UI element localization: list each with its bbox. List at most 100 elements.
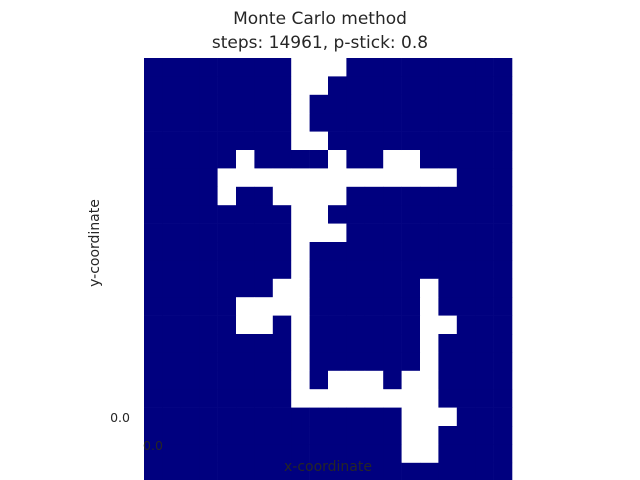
cell-r19-c4 xyxy=(217,407,237,427)
cell-r10-c0 xyxy=(144,242,163,261)
cell-r21-c19 xyxy=(493,444,513,464)
cell-r16-c2 xyxy=(180,352,200,372)
cell-r17-c4 xyxy=(217,370,237,390)
cell-r8-c7 xyxy=(272,205,292,224)
cell-r1-c3 xyxy=(199,76,218,96)
cell-r12-c9 xyxy=(309,278,329,298)
cell-r7-c9 xyxy=(309,186,329,206)
cell-r19-c18 xyxy=(475,407,494,427)
cell-r5-c11 xyxy=(346,150,366,169)
cell-r22-c17 xyxy=(456,462,476,480)
cell-r5-c15 xyxy=(420,150,439,169)
cell-r18-c5 xyxy=(236,389,255,408)
cell-r22-c15 xyxy=(420,462,439,480)
cell-r5-c5 xyxy=(236,150,255,169)
cell-r9-c9 xyxy=(309,223,329,243)
cell-r15-c3 xyxy=(199,334,218,353)
cell-r17-c0 xyxy=(144,370,163,390)
cell-r22-c1 xyxy=(162,462,182,480)
cell-r17-c8 xyxy=(291,370,310,390)
cell-r12-c7 xyxy=(272,278,292,298)
cell-r9-c15 xyxy=(420,223,439,243)
cell-r14-c7 xyxy=(272,315,292,335)
cell-r7-c0 xyxy=(144,186,163,206)
cell-r10-c15 xyxy=(420,242,439,261)
cell-r14-c17 xyxy=(456,315,476,335)
cell-r7-c11 xyxy=(346,186,366,206)
cell-r3-c18 xyxy=(475,113,494,132)
cell-r9-c14 xyxy=(401,223,421,243)
cell-r3-c4 xyxy=(217,113,237,132)
cell-r1-c14 xyxy=(401,76,421,96)
cell-r6-c6 xyxy=(254,168,274,188)
cell-r9-c3 xyxy=(199,223,218,243)
cell-r15-c10 xyxy=(328,334,347,353)
cell-r19-c7 xyxy=(272,407,292,427)
cell-r5-c3 xyxy=(199,150,218,169)
cell-r18-c10 xyxy=(328,389,347,408)
cell-r18-c19 xyxy=(493,389,513,408)
cell-r15-c2 xyxy=(180,334,200,353)
cell-r20-c7 xyxy=(272,426,292,445)
cell-r4-c19 xyxy=(493,131,513,151)
cell-r6-c0 xyxy=(144,168,163,188)
cell-r10-c4 xyxy=(217,242,237,261)
cell-r19-c5 xyxy=(236,407,255,427)
cell-r1-c6 xyxy=(254,76,274,96)
cell-r18-c16 xyxy=(438,389,458,408)
cell-r10-c12 xyxy=(364,242,384,261)
cell-r21-c4 xyxy=(217,444,237,464)
cell-r14-c9 xyxy=(309,315,329,335)
cell-r7-c14 xyxy=(401,186,421,206)
cell-r14-c15 xyxy=(420,315,439,335)
cell-r2-c2 xyxy=(180,94,200,114)
cell-r19-c3 xyxy=(199,407,218,427)
cell-r7-c5 xyxy=(236,186,255,206)
cell-r19-c0 xyxy=(144,407,163,427)
cell-r22-c0 xyxy=(144,462,163,480)
cell-r22-c18 xyxy=(475,462,494,480)
cell-r6-c3 xyxy=(199,168,218,188)
cell-r8-c18 xyxy=(475,205,494,224)
cell-r20-c14 xyxy=(401,426,421,445)
cell-r11-c2 xyxy=(180,260,200,280)
cell-r4-c7 xyxy=(272,131,292,151)
cell-r20-c4 xyxy=(217,426,237,445)
cell-r10-c1 xyxy=(162,242,182,261)
cell-r20-c10 xyxy=(328,426,347,445)
cell-r4-c5 xyxy=(236,131,255,151)
cell-r8-c4 xyxy=(217,205,237,224)
cell-r17-c14 xyxy=(401,370,421,390)
cell-r9-c4 xyxy=(217,223,237,243)
cell-r16-c13 xyxy=(383,352,402,372)
cell-r19-c19 xyxy=(493,407,513,427)
cell-r17-c18 xyxy=(475,370,494,390)
cell-r14-c5 xyxy=(236,315,255,335)
cell-r19-c2 xyxy=(180,407,200,427)
cell-r12-c10 xyxy=(328,278,347,298)
cell-r12-c8 xyxy=(291,278,310,298)
cell-r5-c6 xyxy=(254,150,274,169)
cell-r3-c14 xyxy=(401,113,421,132)
cell-r5-c16 xyxy=(438,150,458,169)
cell-r19-c14 xyxy=(401,407,421,427)
cell-r13-c7 xyxy=(272,297,292,316)
cell-r1-c17 xyxy=(456,76,476,96)
cell-r2-c18 xyxy=(475,94,494,114)
cell-r1-c8 xyxy=(291,76,310,96)
cell-r4-c15 xyxy=(420,131,439,151)
cell-r16-c16 xyxy=(438,352,458,372)
cell-r8-c6 xyxy=(254,205,274,224)
cell-r21-c0 xyxy=(144,444,163,464)
cell-r6-c10 xyxy=(328,168,347,188)
cell-r6-c13 xyxy=(383,168,402,188)
cell-r15-c8 xyxy=(291,334,310,353)
cell-r3-c9 xyxy=(309,113,329,132)
cell-r19-c17 xyxy=(456,407,476,427)
cell-r2-c15 xyxy=(420,94,439,114)
cell-r12-c3 xyxy=(199,278,218,298)
cell-r12-c0 xyxy=(144,278,163,298)
cell-r2-c1 xyxy=(162,94,182,114)
cell-r10-c16 xyxy=(438,242,458,261)
cell-r13-c9 xyxy=(309,297,329,316)
